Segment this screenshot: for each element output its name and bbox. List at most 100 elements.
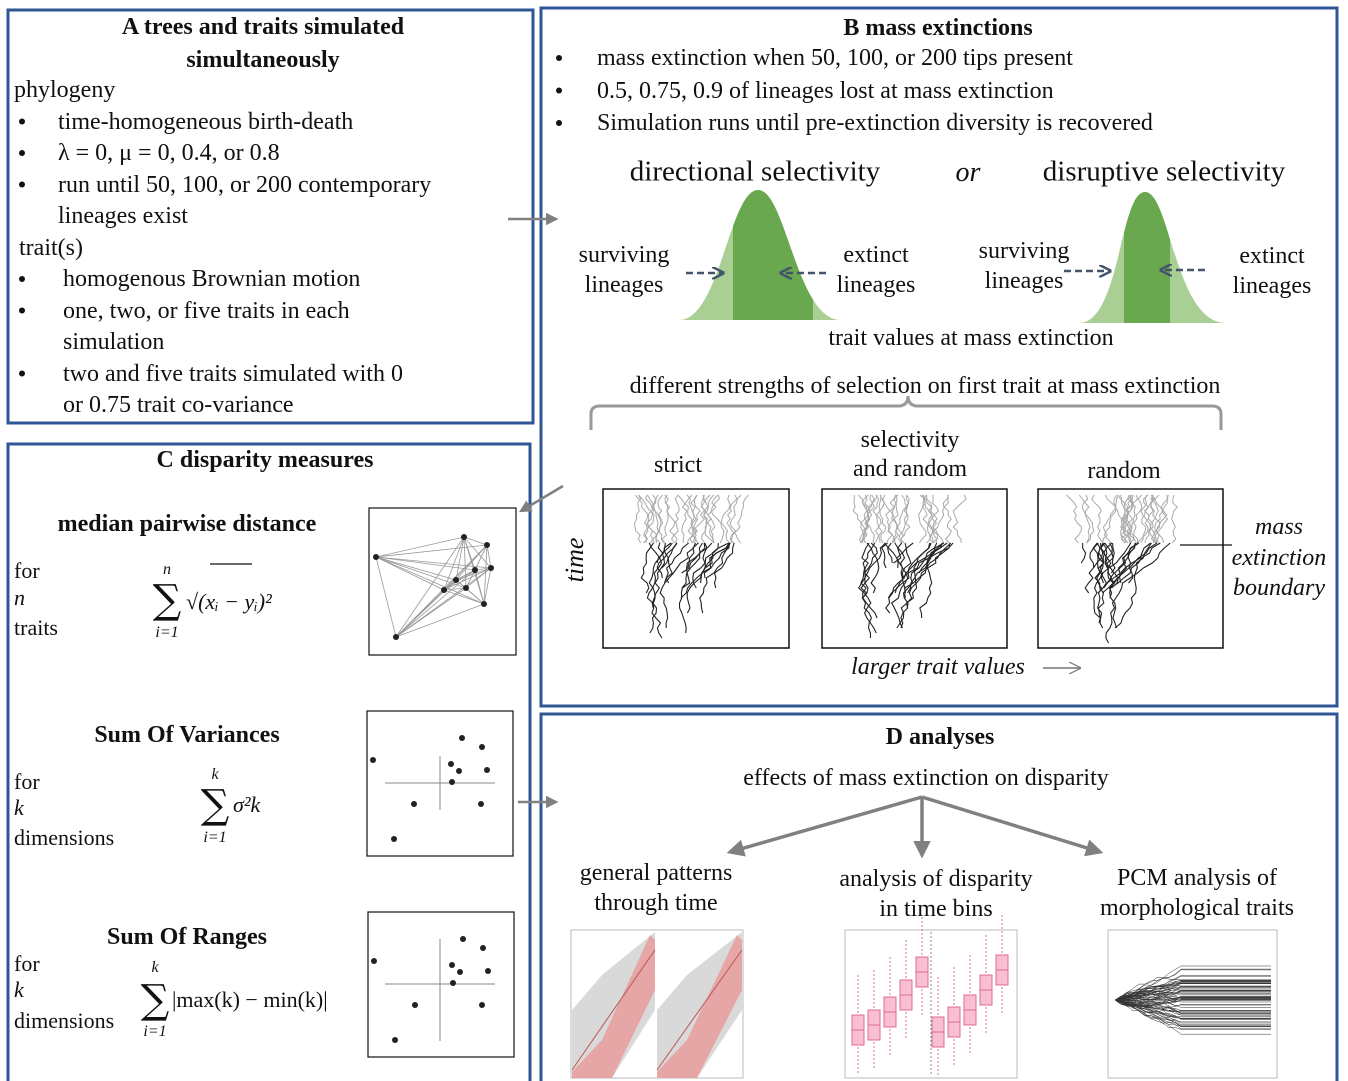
point	[371, 958, 377, 964]
point	[449, 962, 455, 968]
surviving-region	[1124, 180, 1170, 330]
strengths-title: different strengths of selection on firs…	[630, 374, 1221, 398]
point	[484, 542, 490, 548]
panel-title: B mass extinctions	[843, 16, 1032, 40]
arrow	[730, 797, 922, 852]
point	[459, 735, 465, 741]
point	[449, 779, 455, 785]
point	[460, 936, 466, 942]
point	[488, 565, 494, 571]
extinct-label: lineages	[837, 273, 916, 297]
bullet	[19, 371, 25, 377]
point	[412, 1002, 418, 1008]
bullet-text: simulation	[63, 330, 164, 354]
brace	[591, 396, 1221, 430]
formula-body: σ²k	[233, 794, 260, 816]
measure-name: Sum Of Ranges	[107, 925, 267, 949]
point	[392, 1037, 398, 1043]
point	[391, 836, 397, 842]
point	[478, 801, 484, 807]
point	[457, 969, 463, 975]
bullet-text: or 0.75 trait co-variance	[63, 393, 294, 417]
scenario-label: strict	[654, 453, 702, 477]
sum-upper: k	[211, 767, 218, 783]
point	[450, 980, 456, 986]
selectivity-label: disruptive selectivity	[1043, 158, 1285, 187]
point	[456, 768, 462, 774]
bullet-text: mass extinction when 50, 100, or 200 tip…	[597, 46, 1073, 70]
measure-description: traits	[14, 617, 58, 639]
measure-name: Sum Of Variances	[94, 723, 279, 747]
sum-lower: i=1	[143, 1024, 166, 1040]
point	[463, 585, 469, 591]
section-heading: trait(s)	[19, 236, 83, 260]
panel-title: simultaneously	[186, 48, 339, 72]
sum-upper: k	[151, 960, 158, 976]
bullet	[19, 150, 25, 156]
bullet-text: time-homogeneous birth-death	[58, 110, 353, 134]
surviving-label: lineages	[585, 273, 664, 297]
point	[479, 1002, 485, 1008]
sum-symbol: ∑	[201, 785, 230, 825]
selectivity-label: directional selectivity	[630, 158, 880, 187]
point	[481, 601, 487, 607]
figure: A trees and traits simulatedsimultaneous…	[0, 0, 1348, 1081]
point	[441, 587, 447, 593]
point	[472, 567, 478, 573]
bullet	[19, 276, 25, 282]
or-label: or	[956, 159, 981, 187]
boundary-label: boundary	[1233, 576, 1325, 600]
time-label: time	[562, 538, 588, 583]
bullet-text: 0.5, 0.75, 0.9 of lineages lost at mass …	[597, 79, 1054, 103]
measure-description: for	[14, 953, 40, 975]
panel-title: D analyses	[886, 725, 995, 749]
analysis-label: general patterns	[580, 861, 733, 885]
bullet-text: homogenous Brownian motion	[63, 267, 360, 291]
scenario-label: random	[1087, 459, 1160, 483]
sum-upper: n	[163, 562, 171, 578]
boundary-label: extinction	[1232, 546, 1327, 570]
point	[411, 801, 417, 807]
panel-subtitle: effects of mass extinction on disparity	[743, 766, 1108, 790]
point	[370, 757, 376, 763]
bullet-text: λ = 0, μ = 0, 0.4, or 0.8	[58, 141, 280, 165]
bullet-text: one, two, or five traits in each	[63, 299, 350, 323]
sum-symbol: ∑	[153, 580, 182, 620]
formula-body: √(xᵢ − yᵢ)²	[186, 591, 272, 613]
surviving-region	[733, 180, 813, 325]
formula-body: |max(k) − min(k)|	[172, 989, 328, 1011]
bullet	[556, 88, 562, 94]
analysis-label: PCM analysis of	[1117, 866, 1277, 890]
surviving-label: surviving	[579, 243, 670, 267]
section-heading: phylogeny	[14, 78, 115, 102]
point	[448, 761, 454, 767]
point	[393, 634, 399, 640]
measure-plot-frame	[369, 508, 516, 655]
bullet	[556, 120, 562, 126]
sum-lower: i=1	[203, 830, 226, 846]
extinct-label: lineages	[1233, 274, 1312, 298]
axis-label: trait values at mass extinction	[828, 326, 1113, 350]
point	[484, 767, 490, 773]
analysis-label: analysis of disparity	[839, 867, 1032, 891]
sum-lower: i=1	[155, 625, 178, 641]
extinct-label: extinct	[1239, 244, 1304, 268]
measure-description: n	[14, 587, 25, 609]
measure-description: for	[14, 560, 40, 582]
scenario-label: and random	[853, 457, 967, 481]
measure-description: dimensions	[14, 827, 114, 849]
sum-symbol: ∑	[141, 980, 170, 1020]
scenario-label: selectivity	[861, 428, 960, 452]
analysis-label: morphological traits	[1100, 896, 1294, 920]
bullet-text: Simulation runs until pre-extinction div…	[597, 111, 1153, 135]
measure-description: k	[14, 979, 24, 1001]
measure-description: for	[14, 771, 40, 793]
panel-title: C disparity measures	[157, 448, 374, 472]
point	[485, 968, 491, 974]
bullet	[19, 182, 25, 188]
bullet-text: two and five traits simulated with 0	[63, 362, 403, 386]
point	[453, 577, 459, 583]
surviving-label: lineages	[985, 269, 1064, 293]
arrow	[922, 797, 1100, 852]
tree-plot-frame	[1038, 489, 1223, 648]
